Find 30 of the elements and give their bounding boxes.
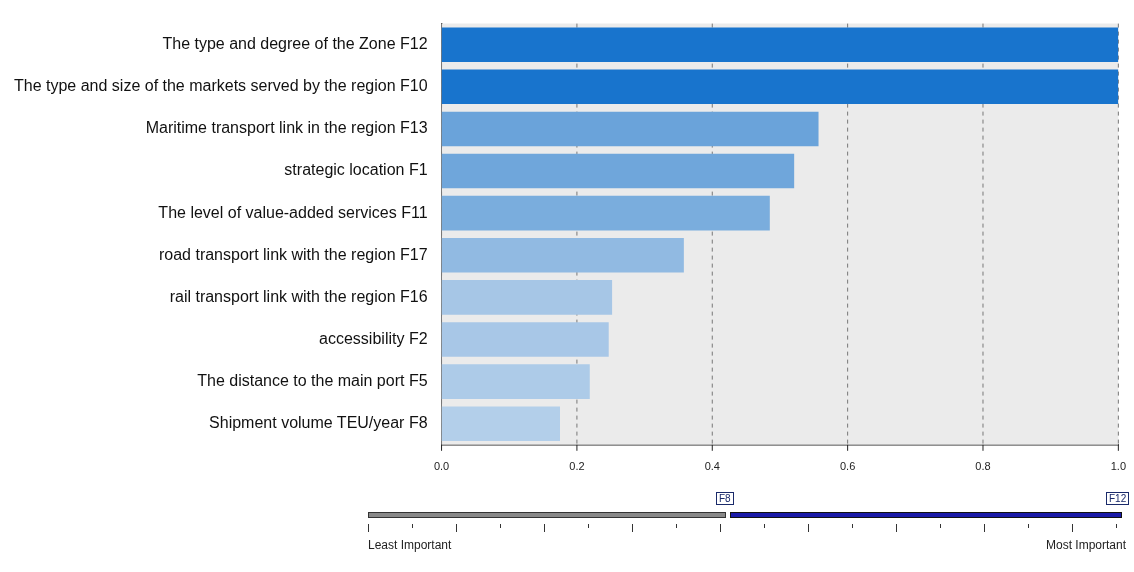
- text: F12: [1106, 492, 1130, 505]
- bar: [441, 406, 560, 442]
- bar: [441, 153, 795, 189]
- bar: [441, 111, 819, 147]
- y-tick-label: accessibility F2: [319, 329, 428, 347]
- y-tick-label: The type and degree of the Zone F12: [162, 35, 428, 53]
- x-tick-label: 1.0: [1110, 460, 1126, 473]
- y-tick-label: Shipment volume TEU/year F8: [209, 414, 428, 432]
- y-tick-label: rail transport link with the region F16: [169, 287, 428, 305]
- y-tick-label: road transport link with the region F17: [158, 245, 428, 263]
- bar: [441, 364, 590, 399]
- y-tick-label: The type and size of the markets served by the region F10: [13, 77, 428, 95]
- y-tick-label: The level of value-added services F11: [158, 203, 428, 221]
- bar: [441, 322, 609, 357]
- y-tick-label: Maritime transport link in the region F13: [145, 119, 428, 137]
- bar: [441, 280, 613, 315]
- text: Least Important: [368, 538, 452, 552]
- x-tick-label: 0.6: [839, 460, 856, 473]
- text: F8: [716, 492, 734, 505]
- bar: [441, 27, 1119, 62]
- bar: [441, 237, 684, 273]
- y-tick-label: The distance to the main port F5: [197, 372, 428, 390]
- text: Most Important: [1045, 538, 1126, 552]
- bar: [441, 195, 770, 231]
- x-tick-label: 0.0: [433, 460, 450, 473]
- x-tick-label: 0.2: [569, 460, 585, 473]
- bar: [441, 69, 1119, 105]
- y-tick-label: strategic location F1: [284, 161, 428, 179]
- x-tick-label: 0.4: [704, 460, 720, 473]
- x-tick-label: 0.8: [975, 460, 991, 473]
